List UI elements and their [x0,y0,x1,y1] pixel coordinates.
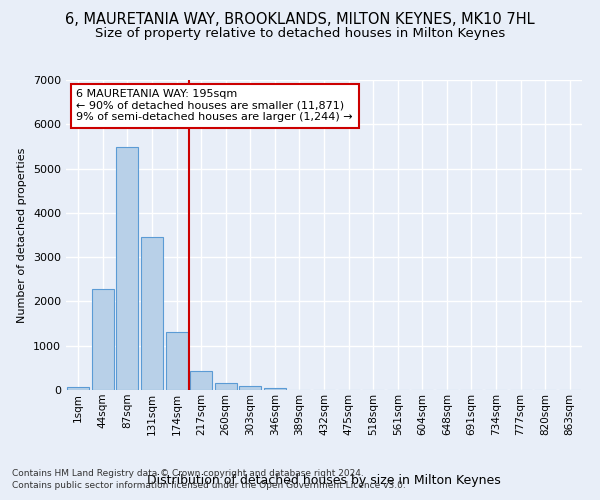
Text: 6, MAURETANIA WAY, BROOKLANDS, MILTON KEYNES, MK10 7HL: 6, MAURETANIA WAY, BROOKLANDS, MILTON KE… [65,12,535,28]
X-axis label: Distribution of detached houses by size in Milton Keynes: Distribution of detached houses by size … [147,474,501,487]
Bar [92,289,114,390]
Bar [264,388,286,390]
Bar [67,386,89,390]
Bar [166,332,188,390]
Bar [141,237,163,390]
Text: 6 MAURETANIA WAY: 195sqm
← 90% of detached houses are smaller (11,871)
9% of sem: 6 MAURETANIA WAY: 195sqm ← 90% of detach… [76,90,353,122]
Text: Contains HM Land Registry data © Crown copyright and database right 2024.: Contains HM Land Registry data © Crown c… [12,468,364,477]
Bar [215,382,237,390]
Bar [116,148,139,390]
Bar [190,371,212,390]
Bar [239,386,262,390]
Text: Size of property relative to detached houses in Milton Keynes: Size of property relative to detached ho… [95,28,505,40]
Y-axis label: Number of detached properties: Number of detached properties [17,148,28,322]
Text: Contains public sector information licensed under the Open Government Licence v3: Contains public sector information licen… [12,481,406,490]
